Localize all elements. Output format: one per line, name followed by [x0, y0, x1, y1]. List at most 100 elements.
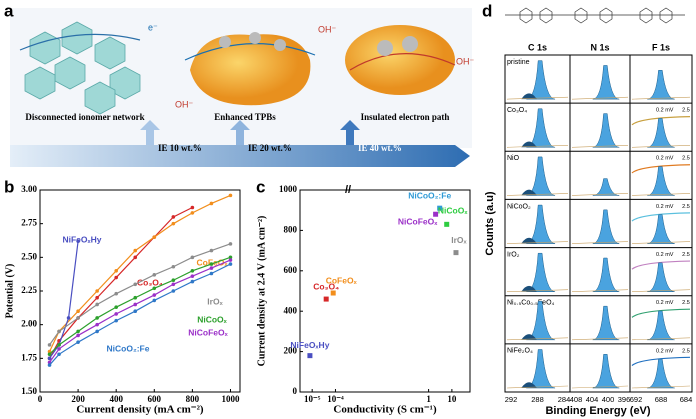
scale-value: 2.5	[682, 204, 690, 210]
y-tick-label: 1.50	[21, 386, 37, 396]
point-label: NiFeOₓHy	[290, 340, 329, 350]
point	[114, 312, 118, 316]
point	[330, 290, 336, 296]
spectrum	[631, 96, 691, 100]
spectrum	[631, 241, 691, 244]
column-header: N 1s	[590, 42, 609, 52]
caption: Enhanced TPBs	[214, 112, 276, 122]
point	[228, 262, 233, 266]
caption: Insulated electron path	[361, 112, 450, 122]
point	[209, 201, 214, 206]
fit-line	[631, 308, 691, 318]
peak	[592, 354, 620, 389]
series-label: NiCoFeOₓ	[188, 327, 228, 337]
panel-label: a	[4, 1, 14, 20]
point	[57, 347, 61, 351]
y-tick-label: 2.25	[21, 285, 37, 295]
point	[133, 255, 138, 260]
peak	[592, 257, 620, 292]
peak	[521, 189, 537, 196]
column-header: F 1s	[652, 42, 670, 52]
spectrum	[506, 385, 569, 389]
spectrum	[631, 337, 691, 341]
point	[152, 293, 157, 297]
point	[133, 295, 138, 300]
point-label: Co₃O₄	[313, 281, 339, 291]
x-tick-label: 688	[655, 395, 668, 404]
point-label: NiCoOₓ	[438, 206, 468, 216]
x-tick-label: 288	[531, 395, 544, 404]
y-tick-label: 2.00	[21, 319, 37, 329]
y-axis-label: Counts (a.u)	[484, 191, 496, 255]
point	[76, 329, 80, 334]
point	[190, 274, 195, 278]
point	[209, 248, 214, 253]
series-label: NiCoOₓ	[197, 314, 227, 324]
spectrum	[571, 385, 629, 389]
peak	[521, 93, 537, 100]
point	[76, 239, 80, 243]
row-label: Co₃O₄	[507, 107, 527, 114]
point	[152, 273, 157, 277]
point	[95, 316, 99, 320]
peak	[521, 334, 537, 340]
peak	[526, 252, 556, 292]
point	[133, 282, 138, 287]
point	[171, 221, 176, 226]
peak	[592, 113, 620, 148]
column-header: C 1s	[528, 42, 547, 52]
row-label: IrO₂	[507, 251, 520, 258]
y-tick-label: 600	[284, 265, 298, 275]
point	[171, 282, 176, 287]
x-tick-label: 400	[602, 395, 615, 404]
point	[114, 275, 118, 280]
x-axis-label: Conductivity (S cm⁻¹)	[333, 404, 437, 416]
series-label: CoFeOₓ	[197, 257, 229, 267]
insulated-path	[345, 25, 456, 95]
x-tick-label: 408	[570, 395, 583, 404]
y-tick-label: 2.75	[21, 218, 37, 228]
scale-label: 0.2 mV	[656, 204, 674, 210]
axis-break: //	[345, 184, 351, 196]
peak	[526, 156, 556, 196]
row-label: NiFe₂O₄	[507, 348, 533, 355]
fit-line	[631, 356, 691, 367]
scale-label: 0.2 mV	[656, 300, 674, 306]
scale-value: 2.5	[682, 348, 690, 354]
spectrum	[631, 289, 691, 293]
point	[76, 309, 80, 314]
point	[95, 302, 99, 307]
row-label: NiCoO₂	[507, 203, 531, 210]
point	[190, 279, 195, 284]
step-label: IE 10 wt.%	[158, 143, 202, 153]
spectrum	[506, 337, 569, 341]
spectrum	[506, 96, 569, 100]
spectrum	[571, 289, 629, 293]
point	[437, 205, 443, 211]
point	[95, 289, 99, 293]
point	[47, 349, 52, 354]
enhanced-tpb	[184, 32, 316, 106]
oh-label: OH⁻	[175, 99, 194, 109]
point	[76, 333, 80, 338]
point	[47, 363, 52, 367]
point	[76, 340, 80, 344]
peak	[647, 214, 675, 244]
y-tick-label: 800	[284, 224, 298, 234]
point	[209, 266, 214, 270]
point	[57, 343, 61, 347]
plot-frame	[39, 189, 241, 393]
spectrum	[571, 96, 629, 100]
x-tick-label: 800	[186, 394, 200, 404]
peak	[526, 301, 556, 341]
spectrum	[631, 193, 691, 196]
peak	[647, 166, 675, 196]
point-label: NiCoO₂:Fe	[408, 190, 451, 200]
spectrum	[571, 144, 629, 148]
peak	[521, 382, 537, 388]
spectrum	[506, 241, 569, 244]
ionomer-network	[19, 21, 141, 115]
x-tick-label: 292	[505, 395, 518, 404]
electron-label: e⁻	[148, 22, 158, 32]
